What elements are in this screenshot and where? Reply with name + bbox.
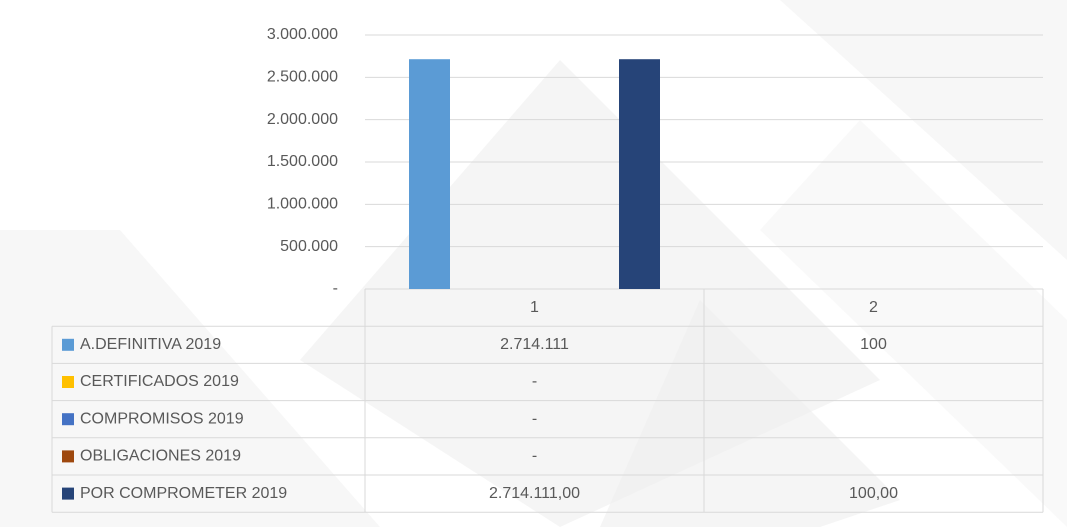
legend-key xyxy=(62,450,74,463)
data-table-value: 100 xyxy=(860,336,887,353)
y-tick-label: 3.000.000 xyxy=(267,26,338,43)
y-tick-label: 2.000.000 xyxy=(267,111,338,128)
legend-key xyxy=(62,376,74,388)
legend-key xyxy=(62,487,74,500)
y-tick-label: - xyxy=(333,280,338,297)
y-tick-label: 2.500.000 xyxy=(267,69,338,86)
bar xyxy=(619,59,660,290)
y-tick-label: 1.000.000 xyxy=(267,196,338,213)
legend-label: POR COMPROMETER 2019 xyxy=(80,485,287,502)
legend-key xyxy=(62,338,74,351)
data-table-value: - xyxy=(532,410,537,427)
data-table-value: 2.714.111 xyxy=(500,336,569,353)
data-table-value: - xyxy=(532,373,537,390)
legend-label: OBLIGACIONES 2019 xyxy=(80,448,241,465)
legend-key xyxy=(62,413,74,426)
legend-label: A.DEFINITIVA 2019 xyxy=(80,336,221,353)
data-table-value: 100,00 xyxy=(849,485,898,502)
legend-label: COMPROMISOS 2019 xyxy=(80,410,244,427)
y-tick-label: 500.000 xyxy=(280,238,338,255)
legend-label: CERTIFICADOS 2019 xyxy=(80,373,239,390)
data-table-value: - xyxy=(532,448,537,465)
bar xyxy=(409,59,450,290)
x-tick-label: 1 xyxy=(530,299,539,316)
x-tick-label: 2 xyxy=(869,299,878,316)
y-tick-label: 1.500.000 xyxy=(267,153,338,170)
data-table-value: 2.714.111,00 xyxy=(489,485,580,502)
